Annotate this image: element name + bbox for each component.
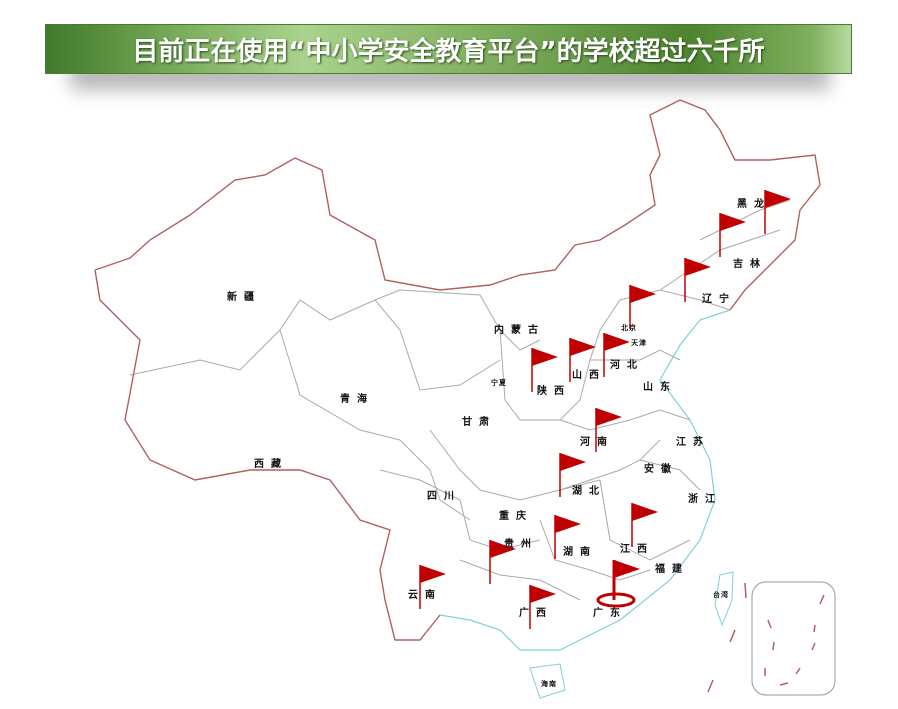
region-label: 天津 [631, 338, 647, 347]
red-flag-icon [569, 338, 596, 382]
region-label: 湖南 [563, 547, 597, 558]
region-label: 安徽 [644, 464, 678, 475]
province-borders [129, 199, 791, 601]
region-label: 贵州 [504, 539, 538, 550]
red-flag-icon [603, 333, 630, 377]
red-flag-icon [719, 213, 746, 257]
south-china-sea-inset [751, 581, 836, 696]
region-label: 重庆 [499, 511, 533, 522]
red-flag-icon [596, 560, 640, 608]
red-flag-icon [629, 285, 656, 329]
red-flag-icon [554, 515, 581, 559]
flags [419, 190, 791, 629]
page-title: 目前正在使用“中小学安全教育平台”的学校超过六千所 [132, 36, 765, 67]
region-label: 广东 [593, 608, 627, 619]
title-banner: 目前正在使用“中小学安全教育平台”的学校超过六千所 [45, 24, 852, 74]
region-label: 江苏 [676, 437, 710, 448]
region-label: 陕西 [537, 386, 571, 397]
red-flag-icon [529, 585, 556, 629]
region-label: 云南 [408, 590, 442, 601]
red-flag-icon [595, 408, 622, 452]
target-ring-icon [596, 592, 636, 608]
hainan-island [529, 663, 566, 699]
nine-dash-line [707, 582, 825, 693]
region-label: 广西 [519, 608, 553, 619]
region-label: 河南 [580, 437, 614, 448]
red-flag-icon [764, 190, 791, 234]
region-label: 黑龙 [737, 199, 771, 210]
region-label: 新疆 [227, 292, 261, 303]
coastline [439, 309, 731, 651]
region-label: 北京 [621, 323, 637, 332]
red-flag-icon [559, 453, 586, 497]
region-label: 山西 [572, 370, 606, 381]
region-label: 海南 [541, 679, 557, 688]
red-flag-icon [531, 348, 558, 392]
region-label: 台湾 [713, 590, 729, 599]
taiwan-island [714, 571, 734, 627]
region-label: 甘肃 [462, 417, 496, 428]
red-flag-icon [631, 503, 658, 547]
red-flag-icon [489, 540, 516, 584]
region-label: 宁夏 [491, 378, 507, 387]
red-flag-icon [684, 258, 711, 302]
region-label: 福建 [655, 564, 689, 575]
region-label: 河北 [610, 360, 644, 371]
region-label: 辽宁 [702, 294, 736, 305]
region-label: 青海 [340, 394, 374, 405]
region-label: 浙江 [688, 494, 722, 505]
china-border [94, 99, 821, 641]
region-label: 四川 [427, 491, 461, 502]
region-label: 江西 [620, 544, 654, 555]
region-label: 湖北 [572, 486, 606, 497]
region-label: 吉林 [733, 259, 767, 270]
region-label: 内蒙古 [494, 325, 545, 336]
region-label: 山东 [643, 382, 677, 393]
red-flag-icon [419, 565, 446, 609]
region-label: 西藏 [254, 459, 288, 470]
